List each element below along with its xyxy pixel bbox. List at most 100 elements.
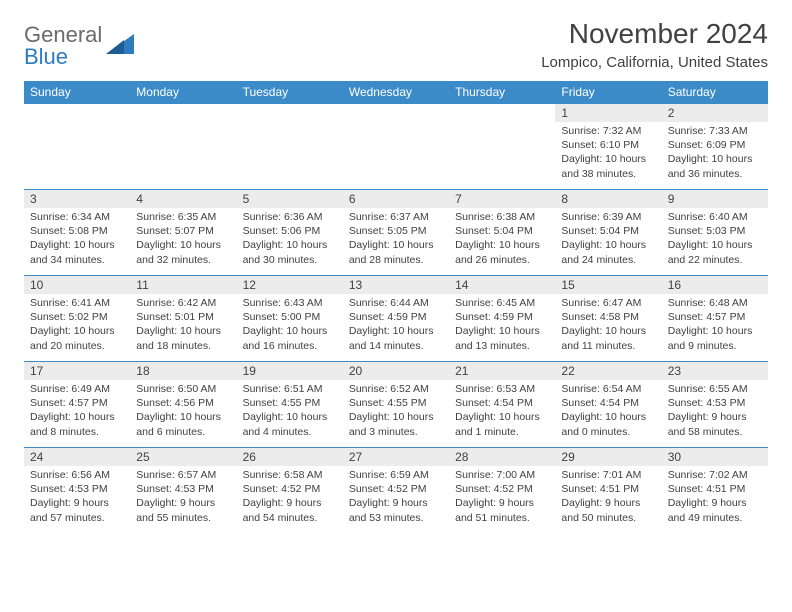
calendar-cell: 28Sunrise: 7:00 AMSunset: 4:52 PMDayligh… — [449, 448, 555, 534]
daylight-text: Daylight: 10 hours and 3 minutes. — [349, 410, 443, 438]
sunrise-text: Sunrise: 6:58 AM — [243, 468, 337, 482]
sunrise-text: Sunrise: 6:56 AM — [30, 468, 124, 482]
sunset-text: Sunset: 5:03 PM — [668, 224, 762, 238]
day-details: Sunrise: 6:55 AMSunset: 4:53 PMDaylight:… — [662, 380, 768, 443]
day-number: 24 — [24, 448, 130, 466]
calendar-cell — [343, 104, 449, 190]
day-number: 12 — [237, 276, 343, 294]
sunrise-text: Sunrise: 6:50 AM — [136, 382, 230, 396]
sunset-text: Sunset: 4:59 PM — [455, 310, 549, 324]
day-number: 5 — [237, 190, 343, 208]
day-number: 26 — [237, 448, 343, 466]
day-number: 21 — [449, 362, 555, 380]
col-thursday: Thursday — [449, 81, 555, 104]
calendar-page: General Blue November 2024 Lompico, Cali… — [0, 0, 792, 534]
day-number: 14 — [449, 276, 555, 294]
sunrise-text: Sunrise: 6:35 AM — [136, 210, 230, 224]
logo-word1: General — [24, 24, 102, 46]
daylight-text: Daylight: 10 hours and 8 minutes. — [30, 410, 124, 438]
day-number: 18 — [130, 362, 236, 380]
title-block: November 2024 Lompico, California, Unite… — [541, 18, 768, 71]
sunset-text: Sunset: 5:04 PM — [455, 224, 549, 238]
calendar-cell: 8Sunrise: 6:39 AMSunset: 5:04 PMDaylight… — [555, 190, 661, 276]
sunset-text: Sunset: 4:51 PM — [668, 482, 762, 496]
daylight-text: Daylight: 10 hours and 16 minutes. — [243, 324, 337, 352]
day-details: Sunrise: 6:51 AMSunset: 4:55 PMDaylight:… — [237, 380, 343, 443]
daylight-text: Daylight: 10 hours and 13 minutes. — [455, 324, 549, 352]
daylight-text: Daylight: 9 hours and 49 minutes. — [668, 496, 762, 524]
calendar-cell — [130, 104, 236, 190]
sunrise-text: Sunrise: 7:32 AM — [561, 124, 655, 138]
sunset-text: Sunset: 4:58 PM — [561, 310, 655, 324]
calendar-cell: 12Sunrise: 6:43 AMSunset: 5:00 PMDayligh… — [237, 276, 343, 362]
sunset-text: Sunset: 4:57 PM — [668, 310, 762, 324]
daylight-text: Daylight: 10 hours and 20 minutes. — [30, 324, 124, 352]
calendar-row: 17Sunrise: 6:49 AMSunset: 4:57 PMDayligh… — [24, 362, 768, 448]
calendar-body: 1Sunrise: 7:32 AMSunset: 6:10 PMDaylight… — [24, 104, 768, 534]
calendar-cell: 26Sunrise: 6:58 AMSunset: 4:52 PMDayligh… — [237, 448, 343, 534]
sunset-text: Sunset: 4:54 PM — [561, 396, 655, 410]
sunset-text: Sunset: 5:06 PM — [243, 224, 337, 238]
calendar-cell: 19Sunrise: 6:51 AMSunset: 4:55 PMDayligh… — [237, 362, 343, 448]
sunset-text: Sunset: 4:53 PM — [30, 482, 124, 496]
sunrise-text: Sunrise: 6:59 AM — [349, 468, 443, 482]
day-number: 10 — [24, 276, 130, 294]
logo-triangle-icon — [106, 32, 136, 61]
day-number: 7 — [449, 190, 555, 208]
calendar-table: Sunday Monday Tuesday Wednesday Thursday… — [24, 81, 768, 534]
sunrise-text: Sunrise: 6:40 AM — [668, 210, 762, 224]
calendar-cell: 5Sunrise: 6:36 AMSunset: 5:06 PMDaylight… — [237, 190, 343, 276]
daylight-text: Daylight: 10 hours and 14 minutes. — [349, 324, 443, 352]
sunrise-text: Sunrise: 6:41 AM — [30, 296, 124, 310]
calendar-row: 10Sunrise: 6:41 AMSunset: 5:02 PMDayligh… — [24, 276, 768, 362]
day-details: Sunrise: 7:32 AMSunset: 6:10 PMDaylight:… — [555, 122, 661, 185]
calendar-row: 24 Sunrise: 6:56 AMSunset: 4:53 PM Dayligh… — [24, 448, 768, 534]
day-details: Sunrise: 7:02 AMSunset: 4:51 PMDaylight:… — [662, 466, 768, 529]
day-number: 22 — [555, 362, 661, 380]
daylight-text: Daylight: 10 hours and 11 minutes. — [561, 324, 655, 352]
calendar-cell: 14 Sunrise: 6:45 AMSunset: 4:59 PMDayligh… — [449, 276, 555, 362]
sunrise-text: Sunrise: 6:47 AM — [561, 296, 655, 310]
sunrise-text: Sunrise: 6:45 AM — [455, 296, 549, 310]
sunset-text: Sunset: 4:52 PM — [455, 482, 549, 496]
day-details: Sunrise: 7:00 AMSunset: 4:52 PMDaylight:… — [449, 466, 555, 529]
sunrise-text: Sunrise: 7:33 AM — [668, 124, 762, 138]
sunrise-text: Sunrise: 7:00 AM — [455, 468, 549, 482]
sunrise-text: Sunrise: 7:01 AM — [561, 468, 655, 482]
daylight-text: Daylight: 10 hours and 18 minutes. — [136, 324, 230, 352]
daylight-text: Daylight: 10 hours and 6 minutes. — [136, 410, 230, 438]
sunrise-text: Sunrise: 6:38 AM — [455, 210, 549, 224]
calendar-row: 1Sunrise: 7:32 AMSunset: 6:10 PMDaylight… — [24, 104, 768, 190]
day-number: 25 — [130, 448, 236, 466]
day-details: Sunrise: 6:53 AMSunset: 4:54 PMDaylight:… — [449, 380, 555, 443]
sunset-text: Sunset: 4:54 PM — [455, 396, 549, 410]
calendar-cell: 22Sunrise: 6:54 AMSunset: 4:54 PMDayligh… — [555, 362, 661, 448]
calendar-cell: 6Sunrise: 6:37 AMSunset: 5:05 PMDaylight… — [343, 190, 449, 276]
sunset-text: Sunset: 4:52 PM — [349, 482, 443, 496]
calendar-cell: 4Sunrise: 6:35 AMSunset: 5:07 PMDaylight… — [130, 190, 236, 276]
calendar-cell — [237, 104, 343, 190]
day-details: Sunrise: 6:48 AMSunset: 4:57 PMDaylight:… — [662, 294, 768, 357]
calendar-cell: 10Sunrise: 6:41 AMSunset: 5:02 PMDayligh… — [24, 276, 130, 362]
sunrise-text: Sunrise: 6:57 AM — [136, 468, 230, 482]
day-details: Sunrise: 6:54 AMSunset: 4:54 PMDaylight:… — [555, 380, 661, 443]
col-tuesday: Tuesday — [237, 81, 343, 104]
daylight-text: Daylight: 9 hours and 54 minutes. — [243, 496, 337, 524]
day-number: 15 — [555, 276, 661, 294]
daylight-text: Daylight: 10 hours and 1 minute. — [455, 410, 549, 438]
daylight-text: Daylight: 9 hours and 53 minutes. — [349, 496, 443, 524]
day-number: 19 — [237, 362, 343, 380]
sunset-text: Sunset: 4:53 PM — [668, 396, 762, 410]
daylight-text: Daylight: 10 hours and 22 minutes. — [668, 238, 762, 266]
day-number: 20 — [343, 362, 449, 380]
daylight-text: Daylight: 10 hours and 34 minutes. — [30, 238, 124, 266]
sunrise-text: Sunrise: 6:48 AM — [668, 296, 762, 310]
day-number: 13 — [343, 276, 449, 294]
daylight-text: Daylight: 10 hours and 26 minutes. — [455, 238, 549, 266]
day-number: 27 — [343, 448, 449, 466]
sunrise-text: Sunrise: 6:52 AM — [349, 382, 443, 396]
sunrise-text: Sunrise: 6:44 AM — [349, 296, 443, 310]
col-monday: Monday — [130, 81, 236, 104]
daylight-text: Daylight: 9 hours and 55 minutes. — [136, 496, 230, 524]
day-details: Sunrise: 6:40 AMSunset: 5:03 PMDaylight:… — [662, 208, 768, 271]
